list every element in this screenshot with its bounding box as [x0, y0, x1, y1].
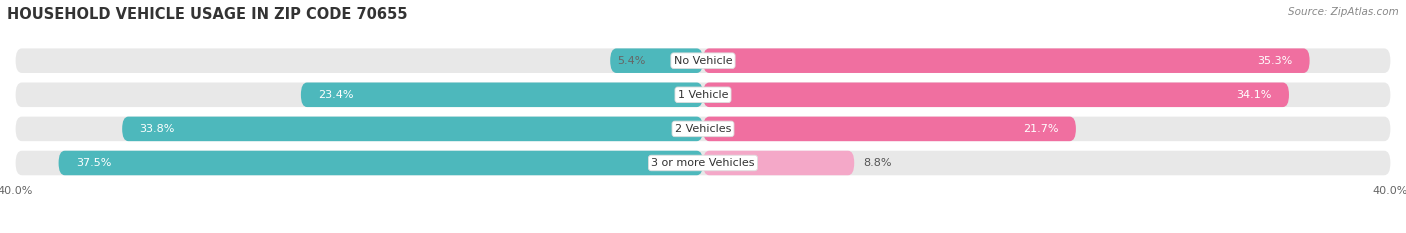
- FancyBboxPatch shape: [703, 82, 1289, 107]
- FancyBboxPatch shape: [703, 151, 855, 175]
- Text: 37.5%: 37.5%: [76, 158, 111, 168]
- Text: HOUSEHOLD VEHICLE USAGE IN ZIP CODE 70655: HOUSEHOLD VEHICLE USAGE IN ZIP CODE 7065…: [7, 7, 408, 22]
- FancyBboxPatch shape: [15, 151, 1391, 175]
- Text: 2 Vehicles: 2 Vehicles: [675, 124, 731, 134]
- Text: 35.3%: 35.3%: [1257, 56, 1292, 66]
- FancyBboxPatch shape: [703, 116, 1076, 141]
- FancyBboxPatch shape: [15, 48, 1391, 73]
- FancyBboxPatch shape: [15, 116, 1391, 141]
- Text: 23.4%: 23.4%: [318, 90, 353, 100]
- FancyBboxPatch shape: [703, 48, 1309, 73]
- FancyBboxPatch shape: [59, 151, 703, 175]
- Text: Source: ZipAtlas.com: Source: ZipAtlas.com: [1288, 7, 1399, 17]
- Text: 34.1%: 34.1%: [1236, 90, 1272, 100]
- FancyBboxPatch shape: [610, 48, 703, 73]
- Text: 8.8%: 8.8%: [863, 158, 891, 168]
- Text: 1 Vehicle: 1 Vehicle: [678, 90, 728, 100]
- FancyBboxPatch shape: [15, 82, 1391, 107]
- FancyBboxPatch shape: [122, 116, 703, 141]
- FancyBboxPatch shape: [301, 82, 703, 107]
- Text: 33.8%: 33.8%: [139, 124, 174, 134]
- Text: 5.4%: 5.4%: [617, 56, 645, 66]
- Text: 21.7%: 21.7%: [1024, 124, 1059, 134]
- Text: 3 or more Vehicles: 3 or more Vehicles: [651, 158, 755, 168]
- Text: No Vehicle: No Vehicle: [673, 56, 733, 66]
